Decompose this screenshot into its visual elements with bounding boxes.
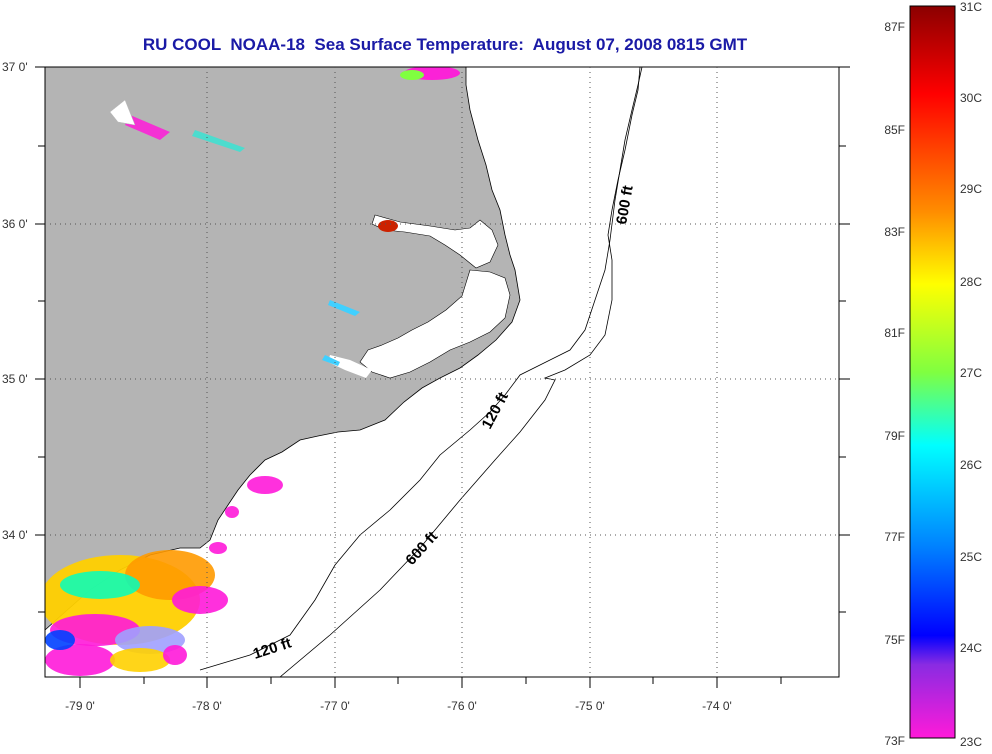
neuse-river: [328, 355, 372, 378]
colorbar-f-label: 73F: [884, 734, 905, 748]
lat-label: 37 0': [2, 60, 28, 74]
graticule: [45, 67, 839, 677]
lon-label: -76 0': [447, 699, 477, 713]
colorbar-c-label: 26C: [960, 458, 982, 472]
colorbar-f-label: 83F: [884, 225, 905, 239]
colorbar-c-label: 29C: [960, 182, 982, 196]
colorbar-c-label: 27C: [960, 366, 982, 380]
land-mass: [45, 67, 521, 631]
lon-label: -75 0': [575, 699, 605, 713]
albemarle-sound: [371, 214, 499, 269]
map-frame: [44, 66, 840, 678]
axis-ticks: [35, 66, 850, 688]
colorbar-f-label: 81F: [884, 326, 905, 340]
colorbar-f-label: 85F: [884, 123, 905, 137]
colorbar-f-label: 77F: [884, 530, 905, 544]
lon-label: -77 0': [320, 699, 350, 713]
colorbar-c-label: 31C: [960, 0, 982, 14]
colorbar-c-label: 23C: [960, 735, 982, 749]
colorbar-f-label: 75F: [884, 633, 905, 647]
colorbar-c-label: 25C: [960, 550, 982, 564]
colorbar-c-label: 24C: [960, 641, 982, 655]
contour-label-600ft: 600 ft: [613, 184, 637, 226]
contour-600ft: [279, 67, 641, 677]
sst-data-patches: [45, 67, 460, 676]
lon-label: -79 0': [65, 699, 95, 713]
lat-label: 36 0': [2, 217, 28, 231]
map-title: RU COOL NOAA-18 Sea Surface Temperature:…: [142, 35, 748, 54]
lon-label: -78 0': [192, 699, 222, 713]
lat-label: 35 0': [2, 372, 28, 386]
pamlico-sound: [359, 269, 511, 379]
colorbar-f-label: 79F: [884, 429, 905, 443]
colorbar-c-label: 30C: [960, 91, 982, 105]
colorbar: 87F 85F 83F 81F 79F 77F 75F 73F 31C 30C …: [884, 0, 982, 749]
lat-label: 34 0': [2, 528, 28, 542]
colorbar-c-label: 28C: [960, 275, 982, 289]
colorbar-f-label: 87F: [884, 20, 905, 34]
colorbar-gradient: [909, 5, 956, 739]
lon-label: -74 0': [702, 699, 732, 713]
